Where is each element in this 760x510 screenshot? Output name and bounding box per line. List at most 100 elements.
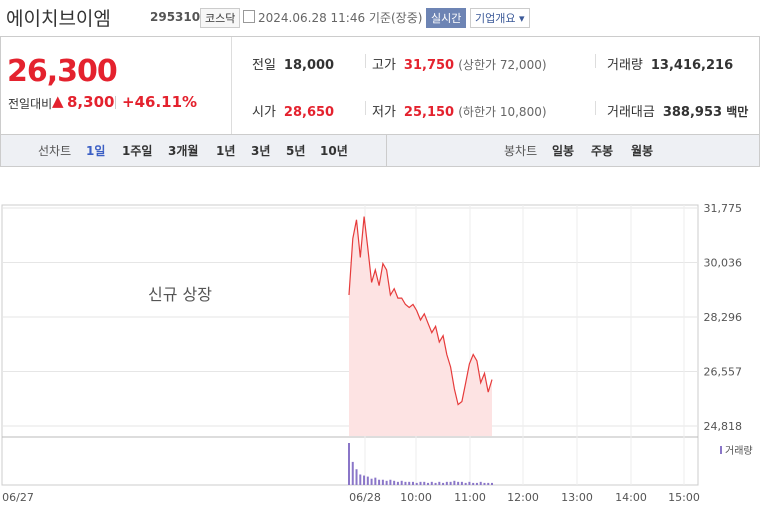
tab-group-label: 선차트 (38, 144, 72, 158)
label: 거래대금 (607, 105, 655, 120)
tab[interactable]: 월봉 (631, 144, 654, 158)
value: 28,650 (283, 105, 335, 120)
volume-bar (419, 481, 422, 485)
x-tick-label: 10:00 (400, 491, 432, 504)
unit: 백만 (726, 105, 749, 119)
volume-bar (355, 469, 358, 485)
volume-bar (468, 481, 471, 485)
divider (365, 54, 366, 68)
realtime-badge[interactable]: 실시간 (426, 8, 467, 28)
stat-high: 고가 31,750 (상한가 72,000) (372, 54, 547, 73)
company-info-label: 기업개요 (475, 12, 516, 25)
tab[interactable]: 1일 (86, 144, 106, 158)
label: 전일 (252, 58, 276, 73)
annotation: 신규 상장 (148, 285, 212, 304)
stat-amount: 거래대금 388,953 백만 (607, 101, 748, 120)
value: 25,150 (403, 105, 455, 120)
divider (231, 37, 232, 134)
value: 388,953 (662, 105, 723, 120)
volume-bar (449, 481, 452, 485)
volume-bar (491, 482, 493, 485)
volume-legend: 거래량 (725, 445, 753, 457)
tab[interactable]: 1년 (216, 144, 236, 158)
current-price: 26,300 (7, 54, 118, 89)
volume-bar (370, 478, 373, 485)
tab[interactable]: 주봉 (591, 144, 614, 158)
volume-bar (366, 476, 369, 485)
limit: (하한가 10,800) (458, 105, 547, 119)
tab[interactable]: 3개월 (168, 144, 199, 158)
volume-bar (453, 480, 456, 485)
price-area (349, 216, 492, 436)
label: 저가 (372, 105, 396, 120)
volume-bar (363, 475, 366, 485)
tab[interactable]: 1주일 (122, 144, 153, 158)
volume-bar (460, 481, 463, 485)
y-tick-label: 28,296 (704, 311, 743, 324)
divider (595, 101, 596, 115)
volume-bar (479, 481, 482, 485)
separator (115, 96, 116, 109)
x-tick-label: 11:00 (454, 491, 486, 504)
volume-bar (423, 481, 426, 485)
change-label: 전일대비 (8, 97, 53, 111)
x-tick-label: 14:00 (615, 491, 647, 504)
volume-bar (475, 482, 478, 485)
calendar-icon (243, 10, 255, 23)
legend-swatch (720, 446, 722, 454)
tab[interactable]: 3년 (251, 144, 271, 158)
y-tick-label: 24,818 (704, 420, 743, 433)
market-badge: 코스닥 (200, 8, 241, 28)
company-info-button[interactable]: 기업개요 ▾ (470, 8, 530, 28)
volume-bar (483, 482, 486, 485)
divider (595, 54, 596, 68)
limit: (상한가 72,000) (458, 58, 547, 72)
x-tick-label: 15:00 (668, 491, 700, 504)
volume-bar (442, 482, 445, 485)
x-tick-label: 12:00 (507, 491, 539, 504)
volume-bar (438, 481, 441, 485)
volume-bar (389, 479, 392, 485)
value: 13,416,216 (650, 58, 734, 73)
chart-group: 신규 상장 거래량 31,775 30,036 28,296 26,557 24,818… (1, 202, 753, 504)
volume-bar (415, 482, 418, 485)
tab-group-label: 봉차트 (504, 144, 538, 158)
volume-bar (348, 443, 350, 485)
y-tick-label: 26,557 (704, 366, 743, 379)
divider (365, 101, 366, 115)
y-tick-label: 30,036 (704, 256, 743, 269)
volume-bar (381, 479, 384, 485)
stat-volume: 거래량 13,416,216 (607, 54, 733, 73)
price-line (348, 216, 493, 406)
volume-bar (374, 477, 377, 485)
volume-bar (359, 474, 362, 485)
volume-bar (411, 481, 414, 485)
value: 31,750 (403, 58, 455, 73)
volume-bar (400, 480, 403, 485)
volume-bar (378, 479, 381, 485)
stock-name: 에이치브이엠 (6, 8, 111, 30)
volume-bar (385, 480, 388, 485)
x-tick-label: 13:00 (561, 491, 593, 504)
tab[interactable]: 10년 (320, 144, 348, 158)
volume-bar (396, 481, 399, 485)
timestamp: 2024.06.28 11:46 기준(장중) (258, 11, 423, 25)
volume-bar (464, 482, 467, 485)
stat-low: 저가 25,150 (하한가 10,800) (372, 101, 547, 120)
tab[interactable]: 5년 (286, 144, 306, 158)
label: 거래량 (607, 58, 643, 73)
stock-code: 295310 (150, 10, 201, 24)
label: 고가 (372, 58, 396, 73)
change-arrow: ▲ (52, 92, 64, 110)
x-tick-label: 06/28 (349, 491, 381, 504)
volume-bar (430, 481, 433, 485)
volume-bar (393, 480, 396, 485)
volume-bar (408, 481, 411, 485)
label: 시가 (252, 105, 276, 120)
change-percent: +46.11% (122, 93, 198, 111)
change-value: 8,300 (67, 93, 115, 111)
volume-bar (434, 482, 437, 485)
tab[interactable]: 일봉 (552, 144, 575, 158)
stat-open: 시가 28,650 (252, 101, 334, 120)
